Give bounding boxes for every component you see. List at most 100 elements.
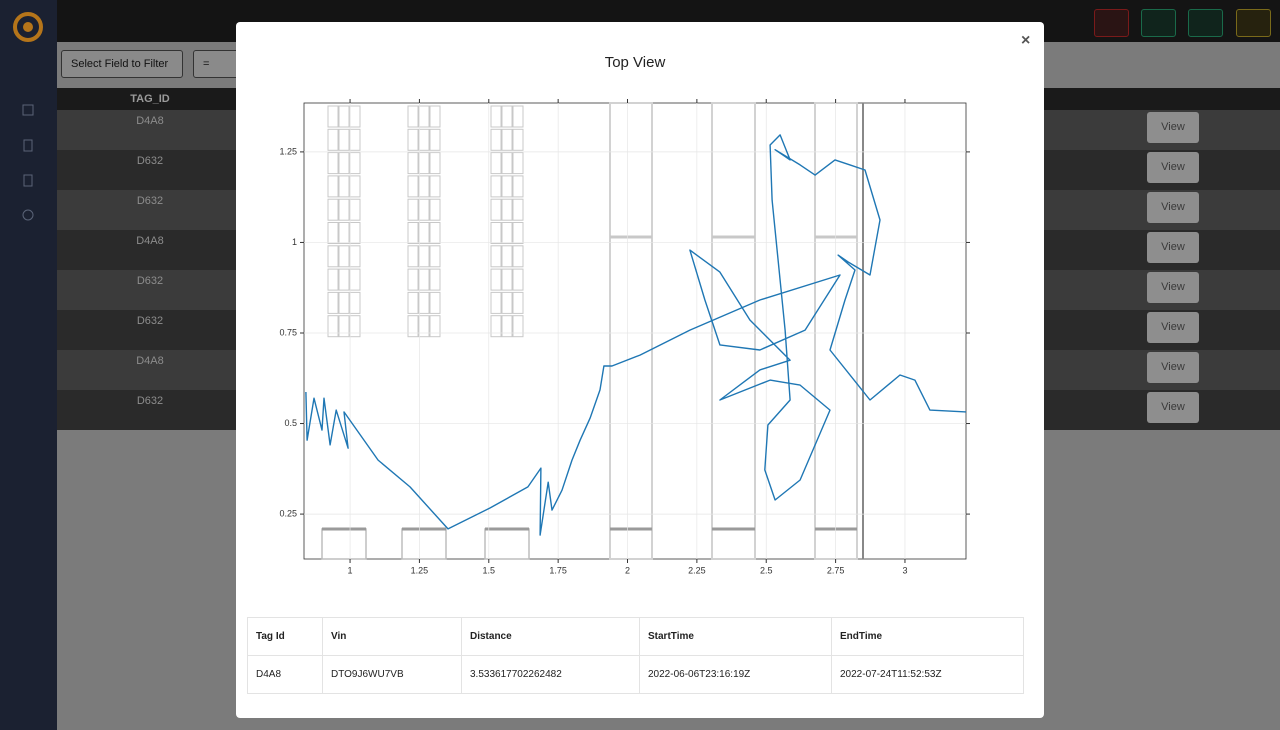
floor-plan (418, 105, 430, 128)
cell: DTO9J6WU7VB (322, 655, 462, 694)
floor-plan (327, 105, 339, 128)
x-tick-label: 2.75 (827, 565, 845, 575)
view-button[interactable]: View (1147, 232, 1199, 263)
tag-id: D4A8 (136, 235, 164, 247)
floor-plan (490, 128, 502, 151)
floor-plan (407, 291, 419, 314)
floor-plan (418, 291, 430, 314)
export-button[interactable] (1141, 9, 1176, 37)
floor-plan (490, 268, 502, 291)
filter-field[interactable]: Select Field to Filter (61, 50, 183, 78)
header-cell: Distance (461, 617, 640, 656)
export-button[interactable] (1094, 9, 1129, 37)
floor-plan (512, 268, 524, 291)
floor-plan (501, 105, 513, 128)
power-icon[interactable] (22, 209, 34, 221)
y-tick-label: 0.25 (279, 508, 297, 518)
floor-plan (418, 152, 430, 175)
floor-plan (327, 268, 339, 291)
header-cell: Tag Id (247, 617, 323, 656)
floor-plan (327, 222, 339, 244)
home-icon[interactable] (22, 104, 34, 116)
floor-plan (490, 245, 502, 268)
detail-table: Tag Id Vin Distance StartTime EndTime D4… (247, 617, 1024, 694)
view-button[interactable]: View (1147, 272, 1199, 303)
floor-plan (418, 245, 430, 268)
view-button[interactable]: View (1147, 312, 1199, 343)
floor-plan (501, 128, 513, 151)
floor-plan (512, 315, 524, 338)
floor-plan (418, 128, 430, 151)
floor-plan (429, 175, 441, 198)
x-tick-label: 2.5 (760, 565, 773, 575)
floor-plan (338, 222, 350, 244)
logo (13, 12, 43, 42)
floor-plan (327, 315, 339, 338)
chart: 1 1.25 1.5 1.75 2 2.25 2.5 2.75 3 0.25 0.5 0.75 1 1.2… (279, 99, 970, 575)
floor-plan (338, 198, 350, 221)
floor-plan (338, 245, 350, 268)
floor-plan (429, 198, 441, 221)
floor-plan (407, 175, 419, 198)
x-tick-label: 1.5 (483, 565, 496, 575)
header-cell: StartTime (639, 617, 832, 656)
floor-plan (327, 291, 339, 314)
floor-plan (327, 245, 339, 268)
close-button[interactable]: × (1021, 32, 1031, 49)
export-button[interactable] (1188, 9, 1223, 37)
floor-plan (429, 291, 441, 314)
filter-operator[interactable]: = (193, 50, 243, 78)
floor-plan (501, 152, 513, 175)
x-tick-label: 1.25 (411, 565, 429, 575)
tag-id: D4A8 (136, 355, 164, 367)
floor-plan (407, 315, 419, 338)
floor-plan (501, 268, 513, 291)
y-tick-label: 0.5 (284, 418, 297, 428)
view-button[interactable]: View (1147, 112, 1199, 143)
x-tick-label: 1 (348, 565, 353, 575)
floor-plan (418, 315, 430, 338)
floor-plan (429, 152, 441, 175)
floor-plan (338, 105, 350, 128)
plot-area (303, 102, 967, 560)
view-button[interactable]: View (1147, 152, 1199, 183)
floor-plan (501, 175, 513, 198)
floor-plan (512, 198, 524, 221)
cell: D4A8 (247, 655, 323, 694)
floor-plan (418, 198, 430, 221)
floor-plan (327, 175, 339, 198)
view-button[interactable]: View (1147, 192, 1199, 223)
floor-plan (338, 152, 350, 175)
floor-plan (327, 152, 339, 175)
floor-plan (609, 102, 653, 560)
floor-plan (338, 268, 350, 291)
logo-core (23, 22, 33, 32)
tag-id: D632 (136, 395, 164, 407)
floor-plan (490, 105, 502, 128)
header-cell: Vin (322, 617, 462, 656)
floor-plan (501, 291, 513, 314)
floor-plan (490, 198, 502, 221)
floor-plan (490, 152, 502, 175)
floor-plan (418, 222, 430, 244)
floor-plan (418, 175, 430, 198)
doc-icon[interactable] (23, 139, 33, 152)
export-button[interactable] (1236, 9, 1271, 37)
view-button[interactable]: View (1147, 392, 1199, 423)
tag-id: D632 (136, 275, 164, 287)
column-header[interactable]: TAG_ID (130, 93, 170, 105)
view-button[interactable]: View (1147, 352, 1199, 383)
floor-plan (501, 315, 513, 338)
floor-plan (327, 128, 339, 151)
floor-plan (407, 105, 419, 128)
floor-plan (429, 268, 441, 291)
floor-plan (490, 222, 502, 244)
floor-plan (429, 222, 441, 244)
floor-plan (711, 102, 756, 560)
cell: 2022-07-24T11:52:53Z (831, 655, 1024, 694)
x-tick-label: 1.75 (549, 565, 567, 575)
floor-plan (407, 222, 419, 244)
floor-plan (407, 152, 419, 175)
doc-icon[interactable] (23, 174, 33, 187)
